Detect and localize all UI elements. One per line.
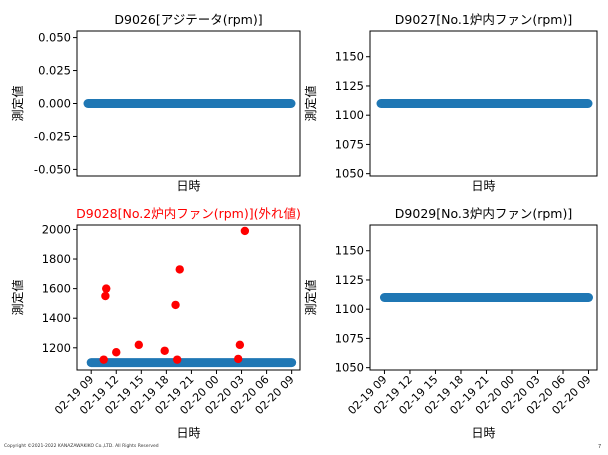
y-axis-label: 測定値: [303, 279, 318, 315]
chart-panel-4: D9029[No.3炉内ファン(rpm)] 1150 1125 1100 1075 105…: [303, 206, 598, 440]
plot-frame: [369, 224, 598, 371]
outlier-point: [171, 300, 180, 310]
y-tick-label: 1100: [335, 108, 364, 122]
x-axis-label: 日時: [176, 426, 200, 440]
outlier-point: [102, 284, 111, 293]
outlier-point: [175, 265, 184, 274]
y-tick-label: -0.025: [34, 129, 71, 143]
y-axis-label: 測定値: [10, 85, 25, 121]
outlier-point: [240, 226, 250, 236]
y-tick-label: 0.050: [38, 31, 71, 45]
y-tick-label: 0.025: [38, 64, 71, 78]
chart-panel-1: D9026[アジテータ(rpm)] 0.050 0.025 0.000 -0.025 -0…: [10, 12, 301, 193]
copyright-footer: Copyright ©2021-2022 KANAZAWAKIKO Co.,LT…: [4, 444, 159, 449]
y-tick-label: -0.050: [34, 162, 71, 176]
chart-panel-3: D9028[No.2炉内ファン(rpm)](外れ値) 2000 1800 1600 14…: [10, 206, 301, 440]
y-tick-label: 1075: [335, 331, 364, 345]
y-tick-label: 1200: [42, 341, 71, 355]
y-axis-label: 測定値: [10, 279, 25, 315]
chart-panel-2: D9027[No.1炉内ファン(rpm)] 1150 1125 1100 1075 105…: [303, 12, 598, 193]
chart-title: D9026[アジテータ(rpm)]: [114, 12, 262, 27]
outlier-point: [101, 291, 110, 301]
outlier-point: [112, 348, 121, 357]
y-tick-label: 1150: [335, 50, 364, 64]
y-tick-label: 1600: [42, 282, 71, 296]
y-tick-label: 1125: [335, 79, 364, 93]
chart-title: D9028[No.2炉内ファン(rpm)](外れ値): [76, 206, 301, 221]
y-tick-label: 1400: [42, 311, 71, 325]
y-tick-label: 1125: [335, 273, 364, 287]
y-tick-label: 2000: [42, 222, 71, 236]
chart-title: D9029[No.3炉内ファン(rpm)]: [395, 206, 572, 221]
x-axis-label: 日時: [471, 179, 495, 193]
outlier-point: [235, 340, 245, 350]
y-tick-label: 0.000: [38, 97, 71, 111]
plot-frame: [369, 30, 598, 177]
x-axis-label: 日時: [176, 179, 200, 193]
outlier-point: [99, 355, 108, 364]
y-tick-label: 1050: [335, 167, 364, 181]
y-tick-label: 1050: [335, 361, 364, 375]
y-tick-label: 1800: [42, 252, 71, 266]
outlier-point: [160, 346, 169, 355]
page-number: 7: [598, 444, 602, 450]
plot-frame: [76, 224, 301, 371]
outlier-point: [173, 355, 182, 364]
x-axis-label: 日時: [471, 426, 495, 440]
chart-title: D9027[No.1炉内ファン(rpm)]: [395, 12, 572, 27]
y-tick-label: 1100: [335, 302, 364, 316]
y-tick-label: 1150: [335, 244, 364, 258]
y-tick-label: 1075: [335, 137, 364, 151]
outlier-point: [134, 340, 144, 350]
outlier-point: [233, 354, 243, 364]
y-axis-label: 測定値: [303, 85, 318, 121]
